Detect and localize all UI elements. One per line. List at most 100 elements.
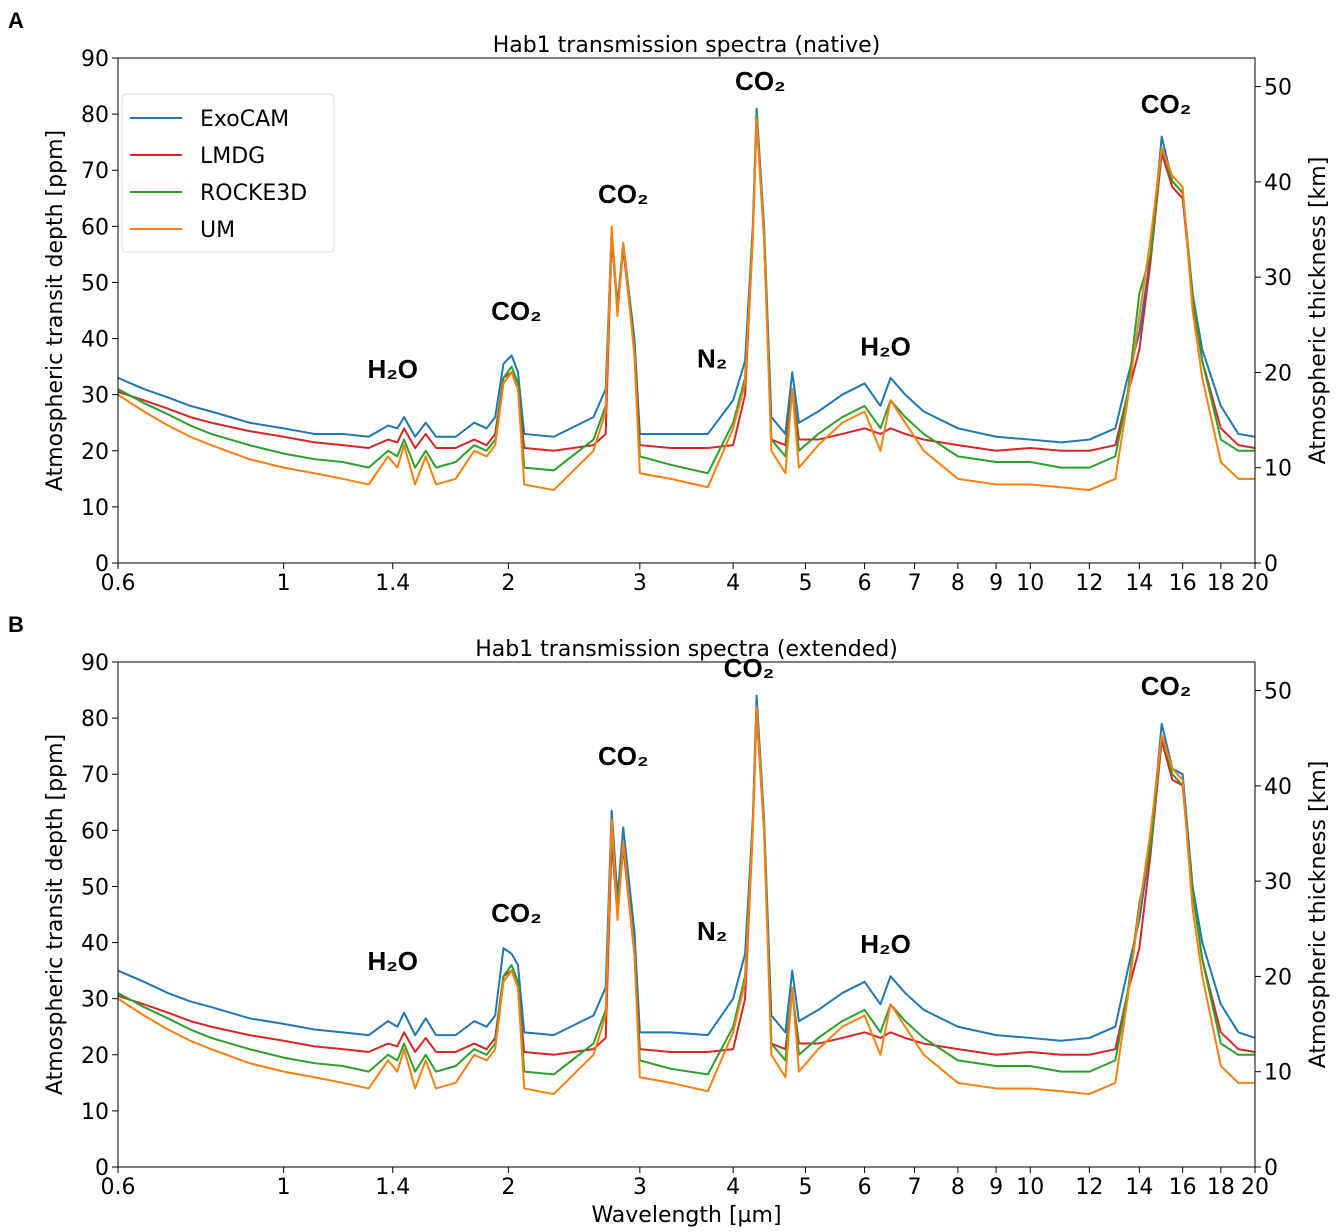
annotation: N₂ (697, 916, 727, 946)
x-tick-label: 18 (1207, 1175, 1235, 1200)
y-tick-label: 40 (81, 328, 109, 353)
y2-tick-label: 20 (1264, 965, 1292, 990)
x-tick-label: 8 (951, 571, 965, 596)
series-line (118, 107, 1255, 444)
y-tick-label: 10 (81, 496, 109, 521)
y-tick-label: 60 (81, 215, 109, 240)
panel-label: A (8, 8, 24, 33)
y2-tick-label: 30 (1264, 266, 1292, 291)
legend-label: ExoCAM (200, 107, 289, 132)
x-tick-label: 3 (633, 1175, 647, 1200)
legend: ExoCAM LMDG ROCKE3D UM (121, 93, 335, 253)
y-axis-label: Atmospheric transit depth [ppm] (43, 734, 68, 1095)
annotation: H₂O (367, 354, 418, 384)
annotation: CO₂ (598, 741, 649, 771)
series-line (118, 694, 1255, 1042)
x-tick-label: 6 (858, 1175, 872, 1200)
x-tick-label: 6 (858, 571, 872, 596)
y-tick-label: 90 (81, 47, 109, 72)
y-tick-label: 10 (81, 1100, 109, 1125)
x-tick-label: 7 (908, 571, 922, 596)
x-tick-label: 4 (726, 1175, 740, 1200)
annotation: CO₂ (491, 898, 542, 928)
panel-label: B (8, 612, 24, 637)
x-tick-label: 3 (633, 571, 647, 596)
x-tick-label: 12 (1075, 1175, 1103, 1200)
y2-axis-label: Atmospheric thickness [km] (1306, 157, 1331, 465)
annotation: CO₂ (724, 653, 775, 683)
y2-tick-label: 10 (1264, 457, 1292, 482)
annotation: CO₂ (491, 296, 542, 326)
plot-frame (117, 57, 1256, 564)
y2-tick-label: 30 (1264, 870, 1292, 895)
annotation: H₂O (367, 946, 418, 976)
y-tick-label: 50 (81, 875, 109, 900)
legend-label: ROCKE3D (200, 181, 307, 206)
annotation: CO₂ (1141, 89, 1192, 119)
chart-title: Hab1 transmission spectra (native) (493, 33, 881, 58)
x-tick-label: 2 (501, 1175, 515, 1200)
y2-axis-label: Atmospheric thickness [km] (1306, 761, 1331, 1069)
x-tick-label: 12 (1075, 571, 1103, 596)
x-tick-label: 16 (1169, 1175, 1197, 1200)
x-tick-label: 20 (1241, 571, 1269, 596)
y-tick-label: 0 (95, 552, 109, 577)
annotation: CO₂ (735, 66, 786, 96)
x-tick-label: 1.4 (375, 571, 410, 596)
series-line (118, 705, 1255, 1076)
annotation: H₂O (860, 331, 911, 361)
y2-tick-label: 0 (1264, 1156, 1278, 1181)
chart-title: Hab1 transmission spectra (extended) (475, 637, 898, 662)
plot-frame (117, 661, 1256, 1168)
x-tick-label: 18 (1207, 571, 1235, 596)
x-tick-label: 2 (501, 571, 515, 596)
y-tick-label: 30 (81, 384, 109, 409)
x-tick-label: 14 (1125, 571, 1153, 596)
x-tick-label: 8 (951, 1175, 965, 1200)
series-line (118, 118, 1255, 452)
x-tick-label: 1 (277, 1175, 291, 1200)
y2-tick-label: 50 (1264, 76, 1292, 101)
x-axis-label: Wavelength [µm] (591, 1203, 781, 1228)
y-tick-label: 70 (81, 763, 109, 788)
annotation: N₂ (697, 344, 727, 374)
y-tick-label: 50 (81, 271, 109, 296)
y-tick-label: 0 (95, 1156, 109, 1181)
series-line (118, 711, 1255, 1056)
y2-tick-label: 40 (1264, 171, 1292, 196)
series-line (118, 113, 1255, 475)
x-tick-label: 1 (277, 571, 291, 596)
x-tick-label: 14 (1125, 1175, 1153, 1200)
y-tick-label: 70 (81, 159, 109, 184)
annotation: CO₂ (1141, 671, 1192, 701)
legend-box (121, 93, 335, 253)
annotation: CO₂ (598, 179, 649, 209)
x-tick-label: 9 (989, 1175, 1003, 1200)
x-tick-label: 9 (989, 571, 1003, 596)
legend-label: UM (200, 218, 235, 243)
y-tick-label: 60 (81, 819, 109, 844)
y-axis-label: Atmospheric transit depth [ppm] (43, 130, 68, 491)
y2-tick-label: 20 (1264, 361, 1292, 386)
x-tick-label: 7 (908, 1175, 922, 1200)
x-tick-label: 0.6 (101, 1175, 136, 1200)
y2-tick-label: 40 (1264, 775, 1292, 800)
y-tick-label: 90 (81, 651, 109, 676)
y2-tick-label: 0 (1264, 552, 1278, 577)
y-tick-label: 80 (81, 103, 109, 128)
annotation: H₂O (860, 929, 911, 959)
legend-label: LMDG (200, 144, 265, 169)
y2-tick-label: 10 (1264, 1061, 1292, 1086)
y-tick-label: 20 (81, 440, 109, 465)
y2-tick-label: 50 (1264, 680, 1292, 705)
y-tick-label: 80 (81, 707, 109, 732)
x-tick-label: 10 (1016, 1175, 1044, 1200)
x-tick-label: 5 (798, 1175, 812, 1200)
x-tick-label: 10 (1016, 571, 1044, 596)
y-tick-label: 20 (81, 1044, 109, 1069)
x-tick-label: 16 (1169, 571, 1197, 596)
y-tick-label: 30 (81, 988, 109, 1013)
series-line (118, 705, 1255, 1096)
